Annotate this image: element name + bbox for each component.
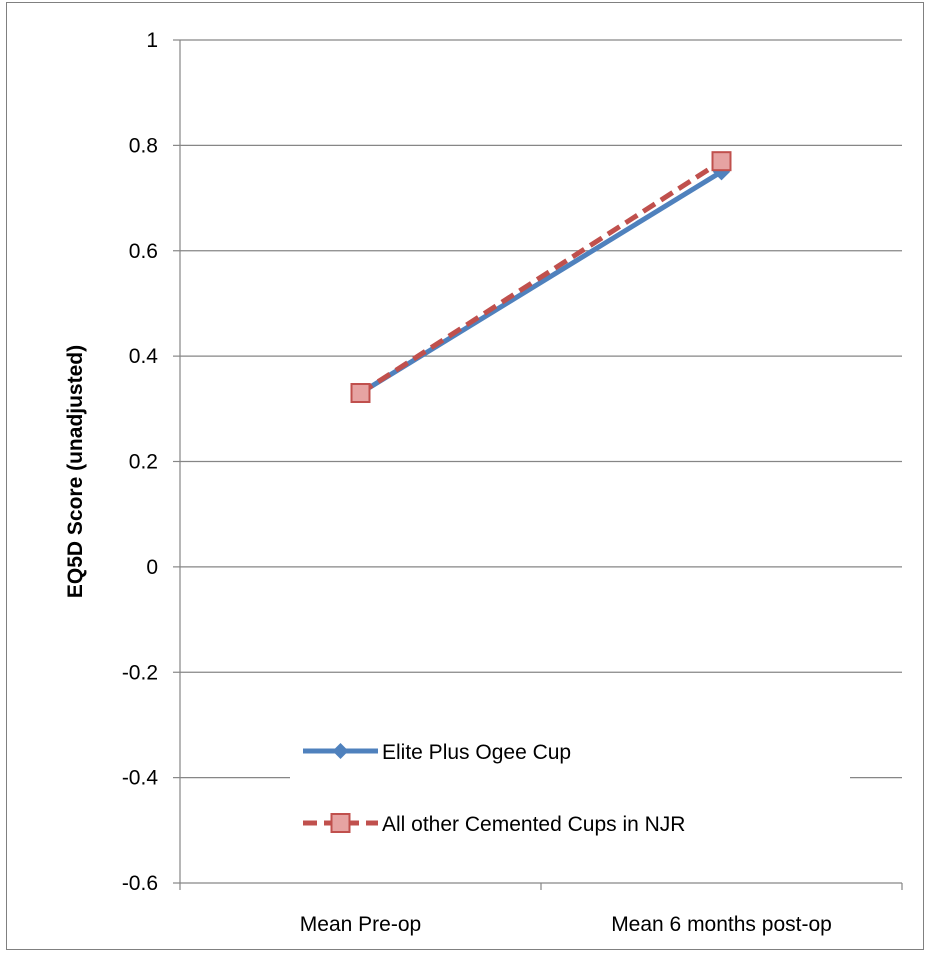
series-line-1 xyxy=(359,159,723,396)
y-tick-label: 1 xyxy=(146,29,158,52)
y-tick-label: -0.4 xyxy=(122,767,159,790)
legend-label-elite-plus: Elite Plus Ogee Cup xyxy=(382,741,571,764)
legend-box xyxy=(290,715,850,870)
gridlines xyxy=(180,39,902,779)
x-tick-label: Mean 6 months post-op xyxy=(611,913,832,936)
legend-marker-square-icon xyxy=(330,813,351,833)
y-tick-label: 0.6 xyxy=(129,240,158,263)
legend-label-all-other: All other Cemented Cups in NJR xyxy=(382,813,685,836)
data-point-square xyxy=(711,151,732,172)
y-tick-label: 0.8 xyxy=(129,134,158,157)
legend: Elite Plus Ogee Cup All other Cemented C… xyxy=(290,715,850,870)
y-tick-label: -0.2 xyxy=(122,661,158,684)
y-tick-label: 0.4 xyxy=(129,345,159,368)
x-tick-label: Mean Pre-op xyxy=(300,913,421,936)
y-axis-ticks: -0.6 -0.4 -0.2 0 0.2 0.4 0.6 0.8 1 xyxy=(122,29,180,895)
y-tick-label: 0.2 xyxy=(129,451,158,474)
y-axis-title: EQ5D Score (unadjusted) xyxy=(64,345,87,598)
x-axis-ticks: Mean Pre-op Mean 6 months post-op xyxy=(179,883,903,936)
series-layer xyxy=(350,151,732,404)
data-point-square xyxy=(350,383,371,404)
y-tick-label: 0 xyxy=(146,556,158,579)
legend-marker-diamond-icon xyxy=(332,743,349,759)
y-tick-label: -0.6 xyxy=(122,872,158,895)
